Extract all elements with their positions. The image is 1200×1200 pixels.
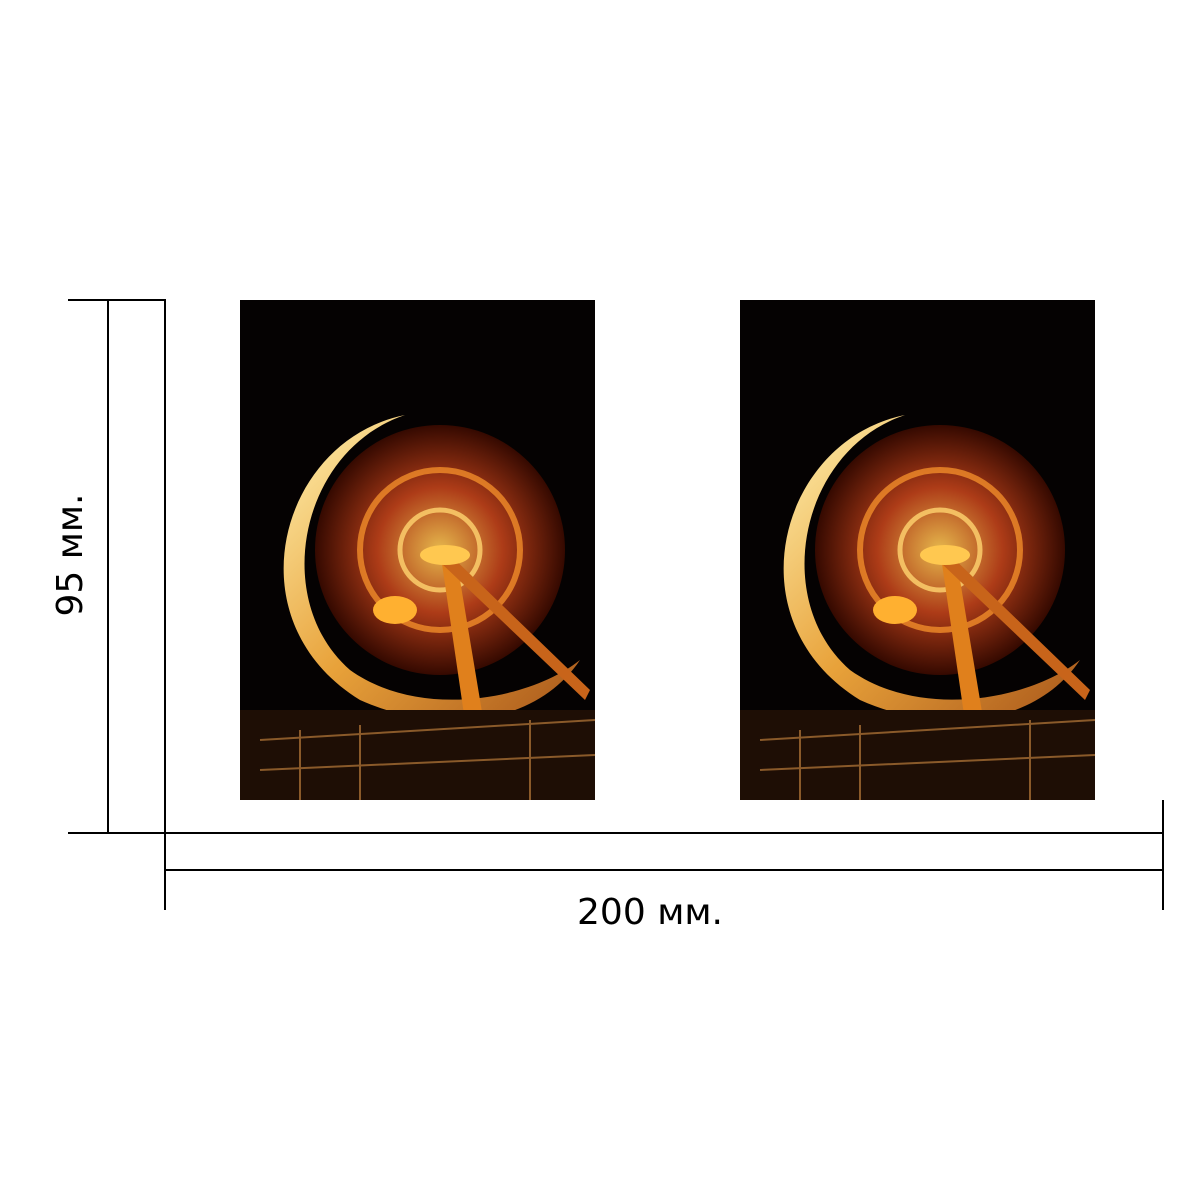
product-image-right — [740, 300, 1095, 800]
width-label: 200 мм. — [577, 892, 723, 933]
width-dimension: 200 мм. — [164, 800, 1164, 933]
height-label: 95 мм. — [50, 493, 91, 616]
product-image-left — [240, 300, 595, 800]
height-dimension: 95 мм. — [50, 299, 166, 834]
